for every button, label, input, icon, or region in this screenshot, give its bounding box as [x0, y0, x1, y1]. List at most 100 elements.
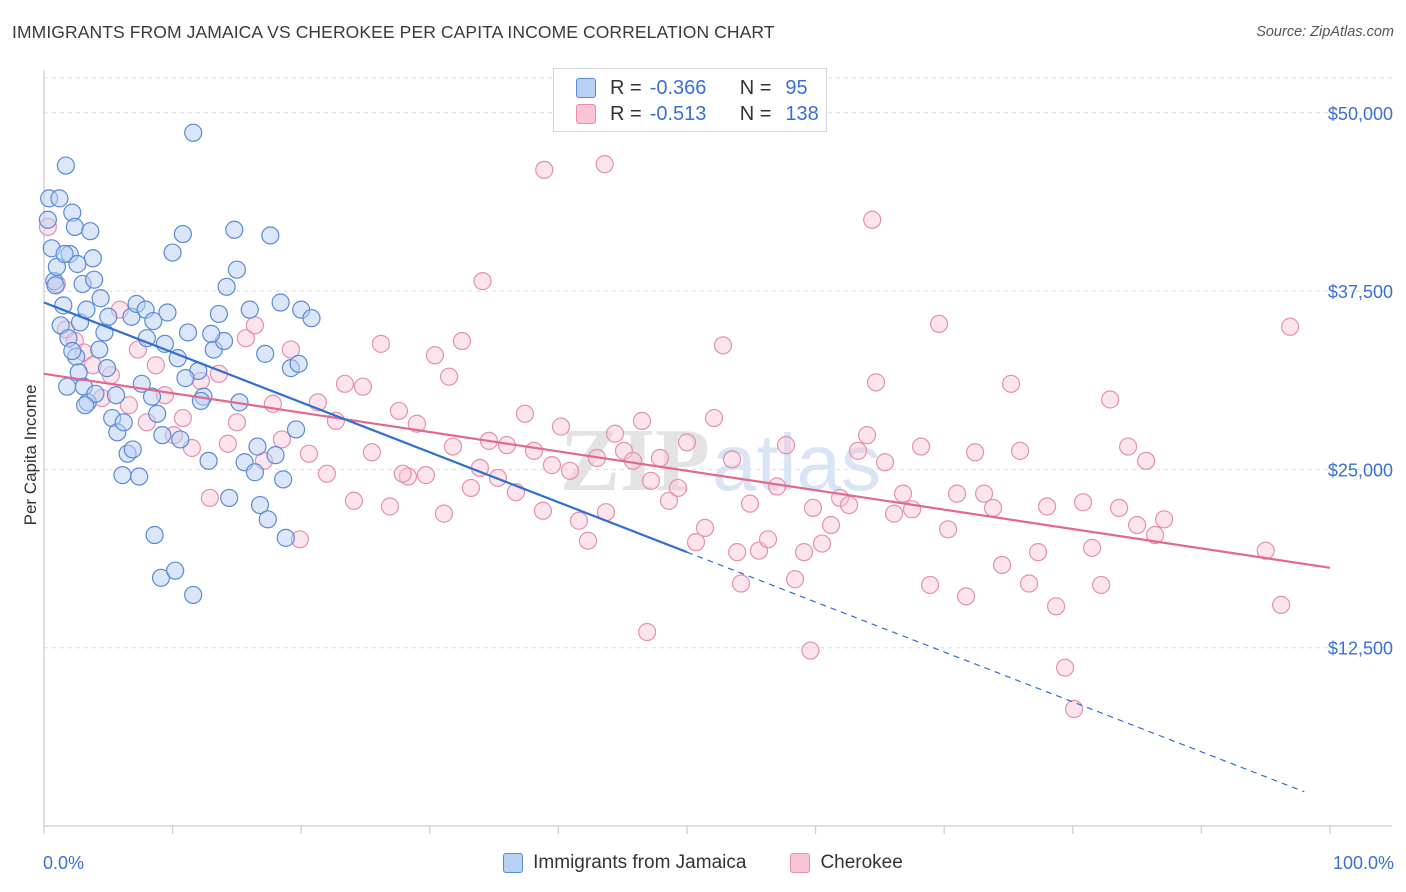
cherokee-point-129 [595, 155, 614, 174]
legend-r-label: R = [610, 102, 642, 125]
jamaica-point-79 [123, 440, 142, 459]
cherokee-point-91 [857, 426, 877, 445]
jamaica-point-25 [91, 289, 110, 308]
cherokee-point-9 [119, 396, 138, 415]
cherokee-point-56 [542, 456, 562, 475]
y-tick-label-1: $25,000 [1328, 460, 1393, 480]
y-tick-label-2: $37,500 [1328, 282, 1393, 302]
cherokee-point-76 [722, 450, 742, 469]
cherokee-point-109 [1019, 574, 1039, 593]
jamaica-point-72 [68, 254, 87, 274]
cherokee-point-90 [848, 441, 868, 460]
cherokee-point-82 [776, 436, 796, 455]
jamaica-point-36 [142, 387, 162, 406]
jamaica-point-27 [99, 307, 118, 326]
chart-title: IMMIGRANTS FROM JAMAICA VS CHEROKEE PER … [12, 22, 775, 42]
jamaica-point-47 [199, 451, 218, 470]
cherokee-trend-line [43, 372, 1331, 569]
cherokee-point-126 [439, 367, 459, 386]
cherokee-point-100 [938, 520, 958, 539]
jamaica-point-55 [240, 300, 259, 319]
jamaica-point-89 [227, 260, 246, 279]
cherokee-point-127 [473, 272, 492, 291]
cherokee-point-70 [668, 478, 688, 498]
cherokee-point-15 [173, 408, 192, 428]
jamaica-trend-extension [686, 551, 1305, 793]
jamaica-point-7 [56, 156, 75, 175]
cherokee-point-80 [758, 530, 778, 549]
cherokee-point-107 [1001, 374, 1021, 393]
x-tick-label-0: 0.0% [43, 853, 84, 873]
jamaica-point-39 [158, 303, 177, 322]
jamaica-point-78 [114, 413, 133, 432]
jamaica-point-64 [286, 420, 306, 439]
jamaica-point-73 [76, 396, 95, 415]
cherokee-point-71 [677, 433, 697, 452]
y-tick-label-0: $12,500 [1328, 639, 1393, 659]
cherokee-point-40 [398, 467, 418, 486]
x-tick-label-100: 100.0% [1333, 853, 1394, 873]
jamaica-point-38 [153, 426, 172, 445]
cherokee-point-18 [200, 488, 219, 508]
cherokee-point-21 [227, 413, 246, 432]
cherokee-point-92 [866, 373, 886, 392]
cherokee-point-22 [236, 329, 256, 348]
jamaica-point-87 [202, 324, 221, 343]
legend-r-value-cherokee: -0.513 [649, 102, 707, 125]
cherokee-point-69 [659, 491, 679, 510]
cherokee-point-102 [956, 587, 976, 606]
cherokee-point-37 [371, 334, 391, 353]
jamaica-trend-line [43, 301, 688, 554]
y-axis-label: Per Capita Income [21, 385, 40, 526]
cherokee-point-133 [863, 210, 882, 229]
cherokee-point-54 [524, 441, 544, 460]
jamaica-point-37 [148, 404, 167, 423]
cherokee-point-26 [272, 430, 292, 449]
cherokee-point-97 [911, 437, 931, 456]
cherokee-point-68 [650, 448, 670, 468]
cherokee-point-36 [362, 443, 382, 462]
cherokee-point-59 [569, 511, 589, 530]
cherokee-point-95 [893, 484, 913, 503]
jamaica-point-40 [163, 243, 182, 262]
jamaica-point-43 [178, 323, 198, 342]
cherokee-point-47 [461, 478, 481, 498]
jamaica-point-86 [191, 391, 210, 411]
cherokee-point-39 [389, 401, 409, 421]
cherokee-point-89 [839, 495, 859, 515]
jamaica-point-10 [65, 217, 84, 237]
jamaica-point-62 [276, 528, 295, 547]
jamaica-point-84 [171, 430, 190, 449]
cherokee-point-63 [605, 424, 625, 443]
stats-legend: R = -0.366 N = 95 R = -0.513 N = 138 [553, 68, 827, 132]
jamaica-point-57 [250, 495, 270, 515]
cherokee-point-101 [947, 484, 967, 503]
cherokee-point-132 [801, 641, 820, 660]
cherokee-point-87 [821, 515, 841, 535]
legend-swatch-cherokee [790, 853, 811, 873]
legend-r-value-jamaica: -0.366 [649, 76, 707, 99]
cherokee-point-108 [1010, 441, 1030, 460]
cherokee-point-58 [560, 461, 580, 480]
jamaica-point-58 [256, 344, 275, 363]
cherokee-point-131 [728, 543, 747, 562]
cherokee-point-78 [740, 494, 760, 513]
jamaica-point-61 [271, 293, 290, 312]
jamaica-point-80 [130, 467, 149, 486]
jamaica-point-82 [144, 311, 163, 331]
cherokee-point-35 [353, 377, 373, 396]
cherokee-point-118 [1100, 390, 1120, 409]
cherokee-point-12 [146, 356, 165, 375]
cherokee-point-99 [929, 314, 949, 334]
cherokee-point-106 [992, 555, 1012, 575]
cherokee-point-23 [245, 316, 265, 335]
cherokee-point-44 [434, 504, 454, 523]
cherokee-point-31 [317, 464, 337, 483]
jamaica-point-93 [289, 354, 308, 373]
cherokee-point-130 [638, 622, 657, 642]
cherokee-point-119 [1109, 498, 1129, 518]
cherokee-point-113 [1055, 658, 1075, 677]
jamaica-point-66 [145, 525, 164, 545]
legend-n-label: N = [739, 102, 772, 125]
